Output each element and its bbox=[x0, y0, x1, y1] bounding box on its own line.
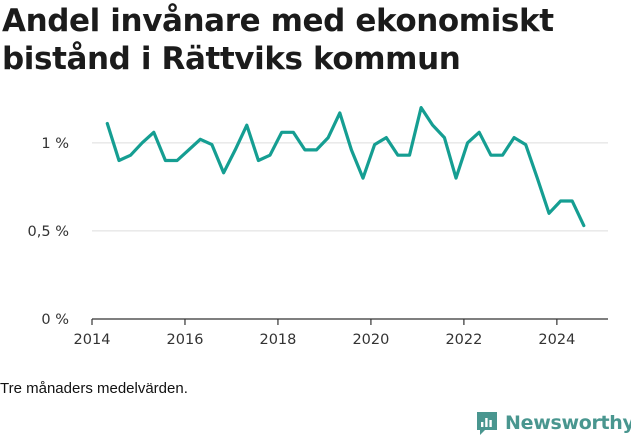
y-tick-label: 0 % bbox=[41, 312, 69, 328]
chart-caption: Tre månaders medelvärden. bbox=[0, 380, 188, 397]
newsworthy-logo: Newsworthy bbox=[476, 408, 631, 438]
x-tick-label: 2016 bbox=[167, 332, 204, 348]
y-tick-label: 1 % bbox=[41, 136, 69, 152]
x-axis-labels: 2014 2016 2018 2020 2022 2024 bbox=[74, 332, 576, 348]
y-axis-labels: 0 % 0,5 % 1 % bbox=[28, 136, 69, 328]
x-tick-label: 2018 bbox=[259, 332, 296, 348]
series bbox=[105, 106, 586, 228]
x-tick-label: 2022 bbox=[445, 332, 482, 348]
newsworthy-logo-text: Newsworthy bbox=[505, 412, 631, 434]
line-chart: 0 % 0,5 % 1 % 2014 2016 2018 2020 2022 2024 bbox=[28, 106, 608, 348]
x-tick-label: 2014 bbox=[74, 332, 111, 348]
x-axis bbox=[91, 318, 608, 325]
newsworthy-logo-icon bbox=[477, 411, 497, 435]
chart-title: Andel invånare med ekonomiskt bistånd i … bbox=[2, 3, 554, 77]
x-tick-label: 2020 bbox=[352, 332, 389, 348]
series-line bbox=[105, 106, 586, 228]
y-tick-label: 0,5 % bbox=[28, 224, 69, 240]
x-tick-label: 2024 bbox=[538, 332, 575, 348]
